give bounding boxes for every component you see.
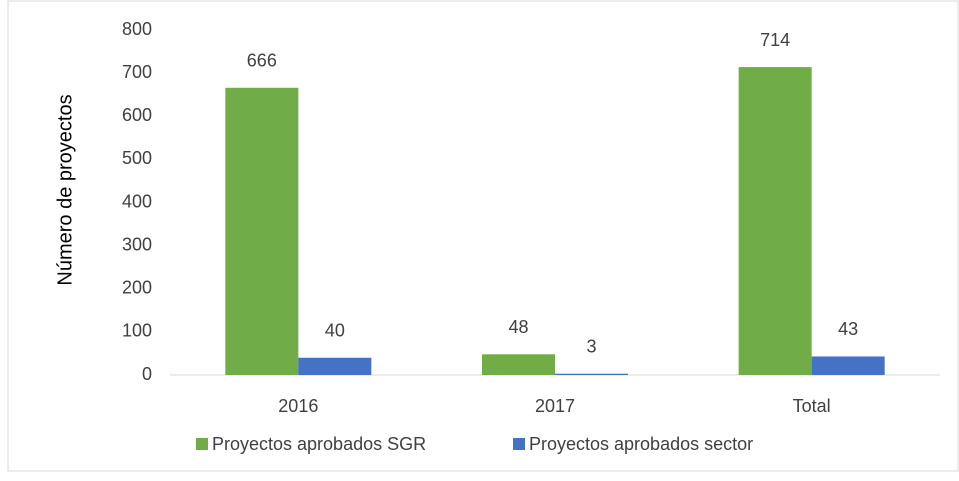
bar [738, 67, 812, 376]
y-tick-label: 300 [122, 234, 152, 254]
bar [811, 356, 885, 375]
y-tick-label: 600 [122, 105, 152, 125]
bar [482, 354, 555, 375]
y-tick-label: 700 [122, 62, 152, 82]
data-label: 48 [508, 317, 528, 337]
data-label: 714 [760, 30, 790, 50]
data-label: 3 [586, 336, 596, 356]
y-axis-title: Número de proyectos [54, 94, 76, 285]
x-tick-label: 2017 [535, 396, 575, 416]
legend-label: Proyectos aprobados SGR [212, 434, 426, 454]
y-tick-label: 800 [122, 19, 152, 39]
bar [225, 87, 299, 375]
data-label: 40 [325, 321, 345, 341]
y-tick-label: 400 [122, 191, 152, 211]
legend-label: Proyectos aprobados sector [529, 434, 753, 454]
bar [298, 357, 372, 375]
y-tick-label: 200 [122, 278, 152, 298]
bar [555, 373, 628, 375]
y-tick-label: 0 [142, 364, 152, 384]
y-tick-label: 500 [122, 148, 152, 168]
x-tick-label: Total [793, 396, 831, 416]
legend-swatch [513, 438, 525, 450]
data-label: 43 [838, 319, 858, 339]
x-tick-label: 2016 [278, 396, 318, 416]
data-label: 666 [247, 51, 277, 71]
y-tick-label: 100 [122, 321, 152, 341]
legend-swatch [196, 438, 208, 450]
